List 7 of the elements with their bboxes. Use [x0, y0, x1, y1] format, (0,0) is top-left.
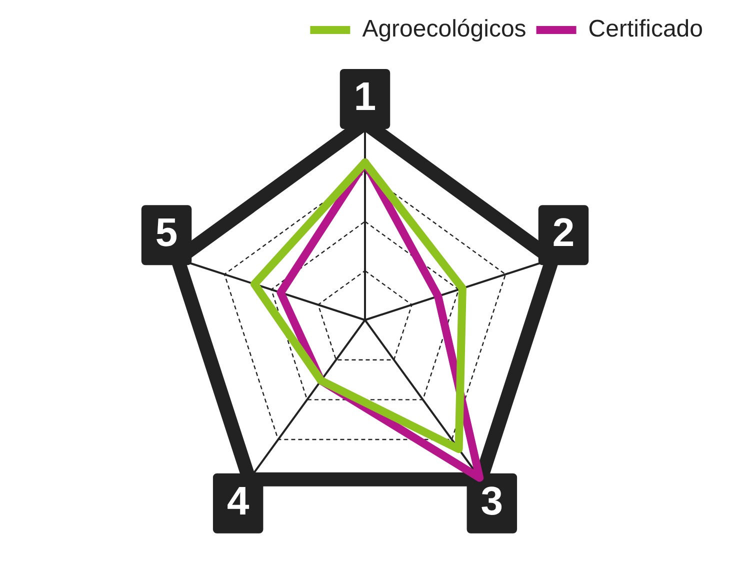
legend-label: Certificado: [588, 16, 704, 43]
spoke-label: 1: [354, 75, 376, 120]
spoke-label: 2: [552, 211, 575, 256]
legend-label: Agroecológicos: [362, 16, 526, 43]
spoke-label: 3: [480, 479, 504, 524]
spoke-label: 4: [226, 479, 250, 524]
spoke-label: 5: [155, 211, 178, 256]
